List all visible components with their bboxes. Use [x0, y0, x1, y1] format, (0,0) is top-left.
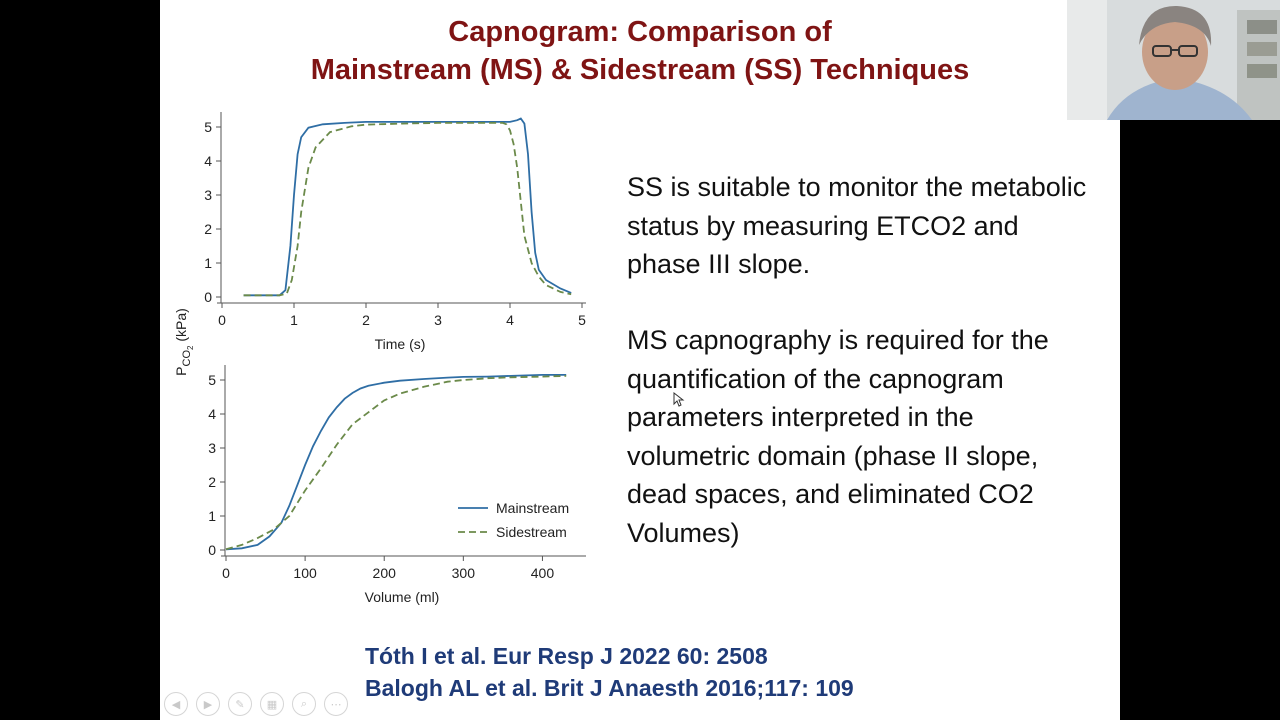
series-line-mainstream [225, 374, 567, 551]
y-tick-label: 0 [208, 542, 216, 558]
y-tick-label: 1 [204, 255, 212, 271]
webcam-video [1067, 0, 1280, 120]
x-tick-label: 0 [222, 565, 230, 581]
mouse-cursor-icon [673, 392, 685, 407]
prev-icon[interactable]: ◀ [164, 692, 188, 716]
y-tick-label: 2 [208, 474, 216, 490]
slide: Capnogram: Comparison of Mainstream (MS)… [160, 0, 1120, 720]
pen-icon[interactable]: ✎ [228, 692, 252, 716]
y-axis-label: PCO2 (kPa) [173, 308, 195, 376]
paragraph-ss: SS is suitable to monitor the metabolic … [627, 172, 1087, 279]
x-tick-label: 200 [373, 565, 397, 581]
x-tick-label: 4 [506, 312, 514, 328]
y-tick-label: 2 [204, 221, 212, 237]
volumetric-capnogram-chart: 0 1 2 3 4 5 0 100 200 300 400 Volume (ml) Mainstream… [208, 365, 586, 605]
next-icon[interactable]: ▶ [196, 692, 220, 716]
x-tick-label: 2 [362, 312, 370, 328]
y-tick-label: 3 [204, 187, 212, 203]
paragraph-ms: MS capnography is required for the quant… [627, 325, 1049, 548]
reference-2: Balogh AL et al. Brit J Anaesth 2016;117… [365, 675, 854, 701]
y-tick-label: 3 [208, 440, 216, 456]
series-line-mainstream [243, 117, 572, 297]
zoom-icon[interactable]: ⌕ [292, 692, 316, 716]
x-tick-label: 400 [531, 565, 555, 581]
x-tick-label: 1 [290, 312, 298, 328]
y-tick-label: 4 [208, 406, 216, 422]
x-axis-label: Time (s) [375, 336, 426, 352]
y-tick-label: 5 [208, 372, 216, 388]
series-line-sidestream [225, 375, 567, 551]
x-tick-label: 5 [578, 312, 586, 328]
x-tick-label: 0 [218, 312, 226, 328]
slideshow-toolbar: ◀ ▶ ✎ ▦ ⌕ ⋯ [164, 692, 348, 718]
reference-1: Tóth I et al. Eur Resp J 2022 60: 2508 [365, 643, 768, 669]
slides-icon[interactable]: ▦ [260, 692, 284, 716]
y-tick-label: 0 [204, 289, 212, 305]
presenter-video-icon [1067, 0, 1280, 120]
capnogram-charts: 0 1 2 3 4 5 0 1 2 3 4 5 Time (s) 0 1 2 3 4 5 0 100 200 300 400… [173, 112, 586, 605]
x-tick-label: 300 [452, 565, 476, 581]
y-tick-label: 1 [208, 508, 216, 524]
x-axis-label: Volume (ml) [365, 589, 440, 605]
slide-title-line1: Capnogram: Comparison of [448, 16, 832, 48]
slide-title-line2: Mainstream (MS) & Sidestream (SS) Techni… [310, 54, 970, 86]
more-icon[interactable]: ⋯ [324, 692, 348, 716]
series-line-sidestream [243, 122, 572, 297]
y-tick-label: 4 [204, 153, 212, 169]
legend-label: Sidestream [496, 524, 567, 540]
time-capnogram-chart: 0 1 2 3 4 5 0 1 2 3 4 5 Time (s) [204, 112, 586, 352]
x-tick-label: 3 [434, 312, 442, 328]
x-tick-label: 100 [293, 565, 317, 581]
legend-label: Mainstream [496, 500, 569, 516]
y-tick-label: 5 [204, 119, 212, 135]
